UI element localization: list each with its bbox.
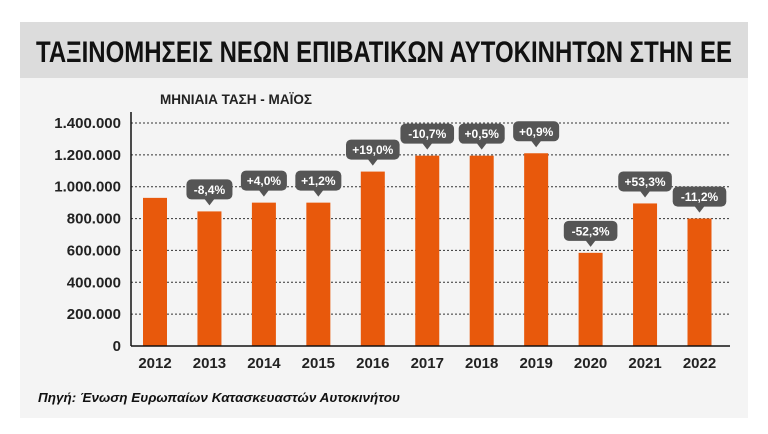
data-label: -11,2% bbox=[681, 190, 719, 204]
data-label-callout: +53,3% bbox=[618, 171, 672, 198]
bar-2013 bbox=[197, 211, 222, 346]
data-label-callout: -11,2% bbox=[672, 186, 727, 213]
chart-subtitle: ΜΗΝΙΑΙΑ ΤΑΣΗ - ΜΑΪΟΣ bbox=[160, 91, 312, 107]
x-tick-label: 2017 bbox=[411, 355, 444, 372]
bar-2015 bbox=[306, 202, 331, 346]
x-tick-label: 2013 bbox=[193, 355, 226, 372]
x-tick-label: 2018 bbox=[465, 355, 498, 372]
y-tick-label: 200.000 bbox=[67, 306, 121, 323]
data-label: -52,3% bbox=[572, 224, 610, 238]
callout-pointer bbox=[313, 190, 324, 197]
callout-box bbox=[618, 171, 672, 192]
bar-2019 bbox=[524, 153, 549, 346]
data-label: -10,7% bbox=[408, 127, 446, 141]
data-label: +19,0% bbox=[352, 143, 393, 157]
data-label-callout: -52,3% bbox=[563, 220, 618, 247]
y-tick-label: 0 bbox=[113, 338, 121, 355]
y-tick-label: 400.000 bbox=[67, 274, 121, 291]
y-tick-label: 600.000 bbox=[67, 242, 121, 259]
bar-2020 bbox=[578, 252, 603, 346]
callout-pointer bbox=[422, 143, 433, 150]
data-label-callout: -8,4% bbox=[186, 179, 233, 206]
callout-box bbox=[186, 179, 233, 200]
callout-box bbox=[563, 220, 618, 241]
data-label-callout: -10,7% bbox=[400, 123, 455, 150]
callout-pointer bbox=[476, 143, 487, 150]
data-label-callout: +1,2% bbox=[295, 170, 342, 197]
bar-2016 bbox=[360, 171, 385, 346]
x-tick-label: 2019 bbox=[519, 355, 552, 372]
x-tick-label: 2020 bbox=[574, 355, 607, 372]
y-tick-label: 1.000.000 bbox=[54, 179, 121, 196]
callout-box bbox=[672, 186, 727, 207]
bar-2018 bbox=[469, 155, 494, 346]
callout-box bbox=[295, 170, 342, 191]
x-tick-label: 2015 bbox=[302, 355, 335, 372]
callout-pointer bbox=[258, 190, 269, 197]
x-tick-label: 2014 bbox=[247, 355, 281, 372]
callout-pointer bbox=[367, 159, 378, 166]
data-label: +0,9% bbox=[519, 125, 554, 139]
data-label-callout: +19,0% bbox=[346, 139, 400, 166]
bar-2022 bbox=[687, 218, 712, 346]
chart-title: ΤΑΞΙΝΟΜΗΣΕΙΣ ΝΕΩΝ ΕΠΙΒΑΤΙΚΩΝ ΑΥΤΟΚΙΝΗΤΩΝ… bbox=[36, 36, 732, 69]
x-tick-label: 2012 bbox=[138, 355, 171, 372]
callout-pointer bbox=[640, 190, 651, 198]
data-label: +4,0% bbox=[247, 174, 282, 188]
callout-pointer bbox=[204, 198, 215, 206]
callout-box bbox=[400, 123, 455, 144]
data-label: +0,5% bbox=[465, 127, 500, 141]
y-tick-label: 800.000 bbox=[67, 211, 121, 228]
x-tick-label: 2022 bbox=[683, 355, 716, 372]
title-bar bbox=[20, 22, 748, 78]
bar-2014 bbox=[251, 202, 276, 346]
callout-box bbox=[240, 170, 287, 191]
callout-box bbox=[346, 139, 400, 160]
source-note: Πηγή: Ένωση Ευρωπαίων Κατασκευαστών Αυτο… bbox=[38, 390, 400, 405]
y-tick-label: 1.400.000 bbox=[54, 115, 121, 132]
callout-pointer bbox=[531, 140, 542, 148]
bar-2021 bbox=[633, 203, 658, 346]
y-tick-label: 1.200.000 bbox=[54, 147, 121, 164]
data-label-callout: +4,0% bbox=[240, 170, 287, 197]
bar-2017 bbox=[415, 155, 440, 346]
data-label-callout: +0,5% bbox=[458, 123, 505, 150]
data-label: +1,2% bbox=[301, 174, 336, 188]
x-tick-label: 2021 bbox=[628, 355, 661, 372]
x-tick-label: 2016 bbox=[356, 355, 389, 372]
callout-box bbox=[513, 121, 560, 142]
callout-pointer bbox=[585, 240, 596, 247]
callout-box bbox=[458, 123, 505, 144]
data-label-callout: +0,9% bbox=[513, 121, 560, 148]
data-label: -8,4% bbox=[194, 183, 226, 197]
data-label: +53,3% bbox=[625, 175, 666, 189]
bar-2012 bbox=[143, 197, 167, 346]
callout-pointer bbox=[694, 206, 705, 213]
